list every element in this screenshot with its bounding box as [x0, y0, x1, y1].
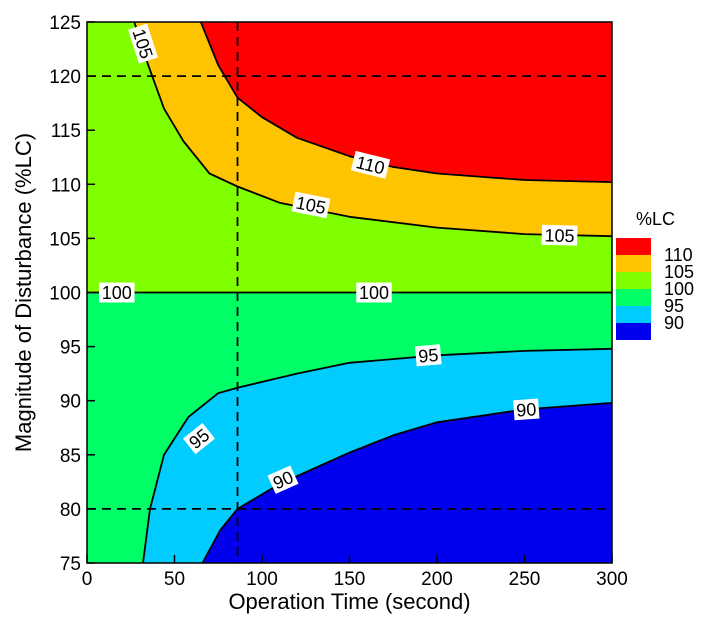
x-tick-label: 50 [164, 569, 185, 590]
contour-line-90 [201, 402, 612, 563]
x-tick-label: 300 [596, 569, 628, 590]
y-tick-label: 80 [60, 500, 81, 521]
legend-label: 110 [664, 245, 693, 265]
legend-swatch [616, 289, 651, 306]
contour-label-background [350, 150, 391, 179]
legend-label: 105 [664, 262, 694, 282]
contour-label-background [356, 282, 392, 303]
contour-label: 100 [359, 283, 389, 303]
legend-swatch [616, 306, 651, 323]
y-axis-title: Magnitude of Disturbance (%LC) [11, 133, 36, 452]
contour-label-background [414, 344, 442, 367]
legend-swatch [616, 255, 651, 272]
y-tick-label: 90 [60, 392, 81, 413]
contour-label: 95 [418, 345, 440, 367]
contour-label-background [541, 224, 578, 246]
legend-swatch [616, 272, 651, 289]
contour-label-background [291, 191, 331, 219]
contour-label-background [128, 23, 158, 64]
legend-label: 95 [664, 296, 684, 316]
contour-label-background [182, 422, 216, 455]
contour-label-group: 100 [356, 282, 392, 303]
y-tick-label: 120 [49, 67, 81, 88]
legend-label: 90 [664, 313, 684, 333]
reference-lines [87, 22, 612, 563]
contour-label-group: 105 [541, 224, 578, 246]
legend-label: 100 [664, 279, 694, 299]
contour-label-group: 95 [414, 344, 442, 367]
contour-line-105 [133, 22, 612, 238]
contour-label-background [267, 465, 299, 494]
axes: 0 50 100 150 200 250 300 75 80 85 90 95 100 105 110 115… [49, 13, 628, 590]
x-axis-title: Operation Time (second) [228, 589, 470, 614]
y-tick-label: 105 [49, 229, 81, 250]
x-tick-label: 250 [509, 569, 541, 590]
y-tick-label: 95 [60, 338, 81, 359]
legend-swatch [616, 238, 651, 255]
contour-label-group: 100 [99, 282, 135, 303]
contour-label: 90 [516, 399, 537, 420]
y-tick-label: 100 [49, 284, 81, 305]
y-tick-label: 125 [49, 13, 81, 34]
contour-label-background [99, 282, 135, 303]
legend-swatch [616, 323, 651, 340]
y-tick-label: 115 [51, 121, 81, 142]
contour-label: 105 [544, 225, 575, 246]
y-tick-label: 85 [60, 446, 81, 467]
contour-line-110 [199, 22, 612, 183]
x-tick-label: 150 [334, 569, 366, 590]
legend-title: %LC [636, 209, 675, 229]
contour-label-group: 90 [513, 398, 540, 421]
contour-label: 100 [102, 283, 132, 303]
contour-label-background [513, 398, 540, 421]
x-tick-label: 100 [246, 569, 278, 590]
x-tick-label: 0 [82, 569, 93, 590]
y-tick-label: 75 [60, 554, 81, 575]
x-tick-label: 200 [421, 569, 453, 590]
y-tick-label: 110 [51, 175, 81, 196]
